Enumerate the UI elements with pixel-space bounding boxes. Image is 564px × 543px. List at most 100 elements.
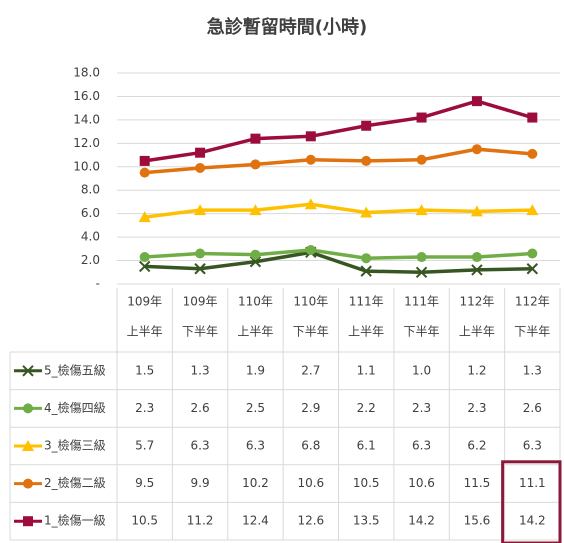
table-cell: 9.5 <box>135 476 154 490</box>
x-tick-label: 110年 <box>293 295 328 309</box>
marker <box>195 162 206 173</box>
table-cell: 5.7 <box>135 439 154 453</box>
marker <box>138 260 151 273</box>
table-cell: 2.2 <box>357 401 376 415</box>
table-cell: 2.5 <box>246 401 265 415</box>
marker <box>22 365 34 377</box>
marker <box>416 252 427 263</box>
table-cell: 6.3 <box>523 439 542 453</box>
x-tick-label: 下半年 <box>514 325 550 339</box>
x-tick-label: 上半年 <box>459 325 495 339</box>
table-cell: 9.9 <box>191 476 210 490</box>
legend-label: 1_檢傷一級 <box>44 513 106 528</box>
marker <box>305 154 316 165</box>
table-cell: 14.2 <box>519 514 546 528</box>
marker <box>416 154 427 165</box>
marker <box>471 96 482 107</box>
marker <box>139 252 150 263</box>
marker <box>195 248 206 259</box>
x-tick-label: 上半年 <box>237 325 273 339</box>
marker <box>415 266 428 278</box>
table-cell: 1.3 <box>523 363 542 377</box>
legend-label: 3_檢傷三級 <box>44 438 106 453</box>
marker <box>249 204 262 216</box>
y-tick-label: 14.0 <box>73 112 100 126</box>
y-tick-label: 6.0 <box>81 206 100 220</box>
marker <box>416 112 427 123</box>
marker <box>194 204 207 216</box>
marker <box>250 249 261 260</box>
marker <box>360 265 372 277</box>
y-tick-label: 2.0 <box>81 253 100 267</box>
table-cell: 6.8 <box>301 439 320 453</box>
marker <box>360 206 373 218</box>
marker <box>305 245 316 256</box>
table-cell: 2.6 <box>523 401 542 415</box>
marker <box>23 516 33 527</box>
table-cell: 6.3 <box>246 439 265 453</box>
table-cell: 10.2 <box>242 476 269 490</box>
series-line <box>144 202 533 219</box>
table-cell: 10.6 <box>408 476 435 490</box>
table-cell: 6.3 <box>191 439 210 453</box>
marker <box>527 148 538 159</box>
table-cell: 10.6 <box>297 476 324 490</box>
table-cell: 12.4 <box>242 514 269 528</box>
marker <box>527 248 538 259</box>
table-cell: 2.3 <box>467 401 486 415</box>
table-cell: 2.7 <box>301 363 320 377</box>
table-cell: 1.3 <box>191 363 210 377</box>
marker <box>361 120 372 131</box>
marker <box>471 264 483 276</box>
series-line <box>144 147 533 175</box>
x-tick-label: 109年 <box>127 295 162 309</box>
table-cell: 6.3 <box>412 439 431 453</box>
marker <box>527 112 538 123</box>
marker <box>471 252 482 263</box>
marker <box>415 204 428 216</box>
table-cell: 11.1 <box>519 476 546 490</box>
table-cell: 1.0 <box>412 363 431 377</box>
marker <box>361 155 372 166</box>
table-cell: 11.5 <box>464 476 491 490</box>
table-cell: 6.2 <box>467 439 486 453</box>
table-cell: 12.6 <box>297 514 324 528</box>
x-tick-label: 下半年 <box>182 325 218 339</box>
table-cell: 13.5 <box>353 514 380 528</box>
x-tick-label: 112年 <box>515 295 550 309</box>
x-tick-label: 112年 <box>459 295 494 309</box>
y-tick-label: - <box>96 277 100 291</box>
table-cell: 1.9 <box>246 363 265 377</box>
table-cell: 2.6 <box>191 401 210 415</box>
x-tick-label: 111年 <box>404 295 439 309</box>
series-line <box>144 250 533 275</box>
x-tick-label: 上半年 <box>348 325 384 339</box>
table-cell: 11.2 <box>187 514 214 528</box>
x-tick-label: 110年 <box>238 295 273 309</box>
marker <box>138 211 151 223</box>
y-tick-label: 16.0 <box>73 89 100 103</box>
series-line <box>144 99 533 163</box>
marker <box>470 205 483 217</box>
marker <box>139 155 150 166</box>
table-cell: 14.2 <box>408 514 435 528</box>
table-cell: 1.2 <box>467 363 486 377</box>
marker <box>23 478 33 489</box>
table-cell: 1.5 <box>135 363 154 377</box>
y-tick-label: 12.0 <box>73 136 100 150</box>
series-line <box>144 248 533 260</box>
x-tick-label: 111年 <box>349 295 384 309</box>
marker <box>250 133 261 144</box>
y-tick-label: 10.0 <box>73 159 100 173</box>
x-tick-label: 下半年 <box>404 325 440 339</box>
y-tick-label: 18.0 <box>73 66 100 80</box>
chart-title: 急診暫留時間(小時) <box>207 16 367 38</box>
table-cell: 15.6 <box>464 514 491 528</box>
marker <box>526 263 539 275</box>
marker <box>139 167 150 178</box>
table-cell: 6.1 <box>357 439 376 453</box>
legend-label: 4_檢傷四級 <box>44 400 106 415</box>
marker <box>526 204 539 216</box>
marker <box>361 253 372 264</box>
